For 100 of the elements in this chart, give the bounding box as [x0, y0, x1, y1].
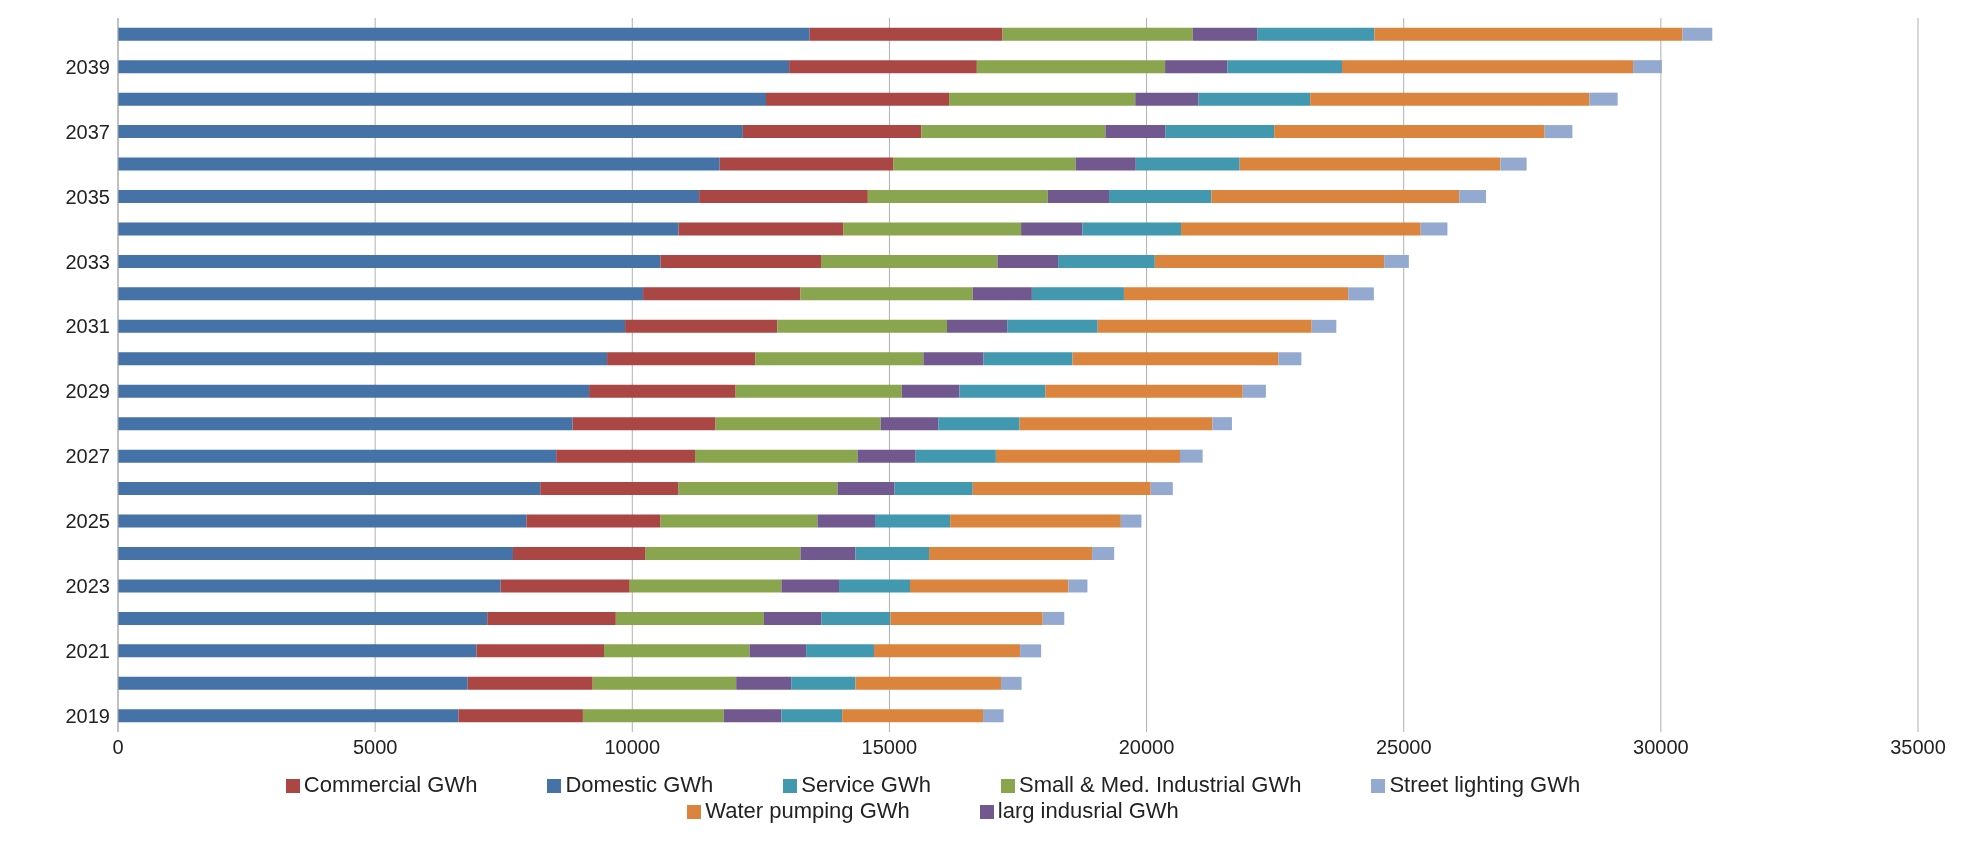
bar — [1109, 190, 1212, 204]
y-tick-label: 2025 — [65, 510, 110, 533]
bar — [1198, 92, 1311, 106]
bar — [645, 547, 801, 561]
bar — [699, 190, 868, 204]
bar — [983, 352, 1073, 366]
bar — [572, 417, 716, 431]
bar — [867, 190, 1048, 204]
bar — [118, 709, 459, 723]
bar — [915, 449, 996, 463]
bar — [629, 579, 782, 593]
bar — [118, 514, 527, 528]
bar — [1097, 319, 1312, 333]
bar — [1075, 157, 1136, 171]
bar — [1278, 352, 1302, 366]
bar — [1123, 287, 1349, 301]
bar — [959, 384, 1046, 398]
bar — [582, 709, 724, 723]
bar — [1020, 644, 1042, 658]
y-tick-label: 2027 — [65, 445, 110, 468]
bar — [1042, 611, 1065, 625]
bar — [947, 319, 1008, 333]
bar — [615, 611, 764, 625]
bar — [118, 547, 513, 561]
bar — [512, 547, 646, 561]
y-tick-label: 2033 — [65, 250, 110, 273]
legend-label: Small & Med. Industrial GWh — [1018, 772, 1302, 797]
x-tick-label: 10000 — [604, 736, 661, 759]
bar — [735, 384, 902, 398]
bar — [781, 709, 843, 723]
bar — [118, 222, 679, 236]
bar — [118, 417, 573, 431]
x-tick-label: 25000 — [1375, 736, 1432, 759]
bar — [1227, 60, 1342, 74]
bar — [755, 352, 924, 366]
bar — [118, 125, 743, 139]
bar — [791, 676, 856, 690]
bar — [476, 644, 604, 658]
bar — [1342, 60, 1634, 74]
bar — [118, 60, 790, 74]
bar — [723, 709, 782, 723]
bar — [607, 352, 756, 366]
y-tick-label: 2021 — [65, 639, 110, 662]
bar — [660, 254, 822, 268]
x-tick-label: 30000 — [1633, 736, 1689, 759]
bar — [1257, 27, 1375, 41]
bar — [1192, 27, 1258, 41]
bar — [1105, 125, 1166, 139]
bar — [1459, 190, 1486, 204]
bar — [1154, 254, 1385, 268]
bar — [781, 579, 840, 593]
bar — [1180, 449, 1203, 463]
bar — [487, 611, 616, 625]
x-tick-label: 0 — [112, 736, 124, 759]
bar — [1068, 579, 1088, 593]
bar — [837, 482, 895, 496]
bar — [1047, 190, 1110, 204]
bar — [789, 60, 977, 74]
bar — [1150, 482, 1173, 496]
bar — [893, 157, 1076, 171]
bar — [1092, 547, 1115, 561]
bar — [458, 709, 583, 723]
bar — [118, 611, 488, 625]
bar — [1082, 222, 1182, 236]
bar — [678, 482, 838, 496]
legend-label: Domestic GWh — [565, 772, 714, 797]
bar — [118, 190, 700, 204]
y-tick-label: 2023 — [65, 575, 110, 598]
bar — [995, 449, 1180, 463]
bar — [894, 482, 973, 496]
bar — [1072, 352, 1279, 366]
bar — [938, 417, 1020, 431]
bar — [660, 514, 818, 528]
bar — [1242, 384, 1266, 398]
bar — [1135, 92, 1199, 106]
bar — [643, 287, 801, 301]
bar — [118, 254, 661, 268]
bar — [855, 676, 1002, 690]
bar — [1544, 125, 1573, 139]
bar — [1384, 254, 1409, 268]
y-tick-label: 2031 — [65, 315, 110, 338]
legend-label: Service GWh — [801, 772, 931, 797]
bar — [118, 644, 477, 658]
x-tick-label: 20000 — [1118, 736, 1175, 759]
bar — [719, 157, 894, 171]
bar — [800, 287, 973, 301]
bar — [817, 514, 876, 528]
bar — [118, 384, 590, 398]
bar — [875, 514, 951, 528]
bar — [857, 449, 916, 463]
bar — [1239, 157, 1501, 171]
bar — [1682, 27, 1713, 41]
y-tick-label: 2019 — [65, 704, 110, 727]
bar — [910, 579, 1069, 593]
bar — [763, 611, 822, 625]
bar — [950, 514, 1121, 528]
bar — [997, 254, 1059, 268]
bar — [842, 709, 984, 723]
bar — [1181, 222, 1421, 236]
bar — [118, 579, 501, 593]
